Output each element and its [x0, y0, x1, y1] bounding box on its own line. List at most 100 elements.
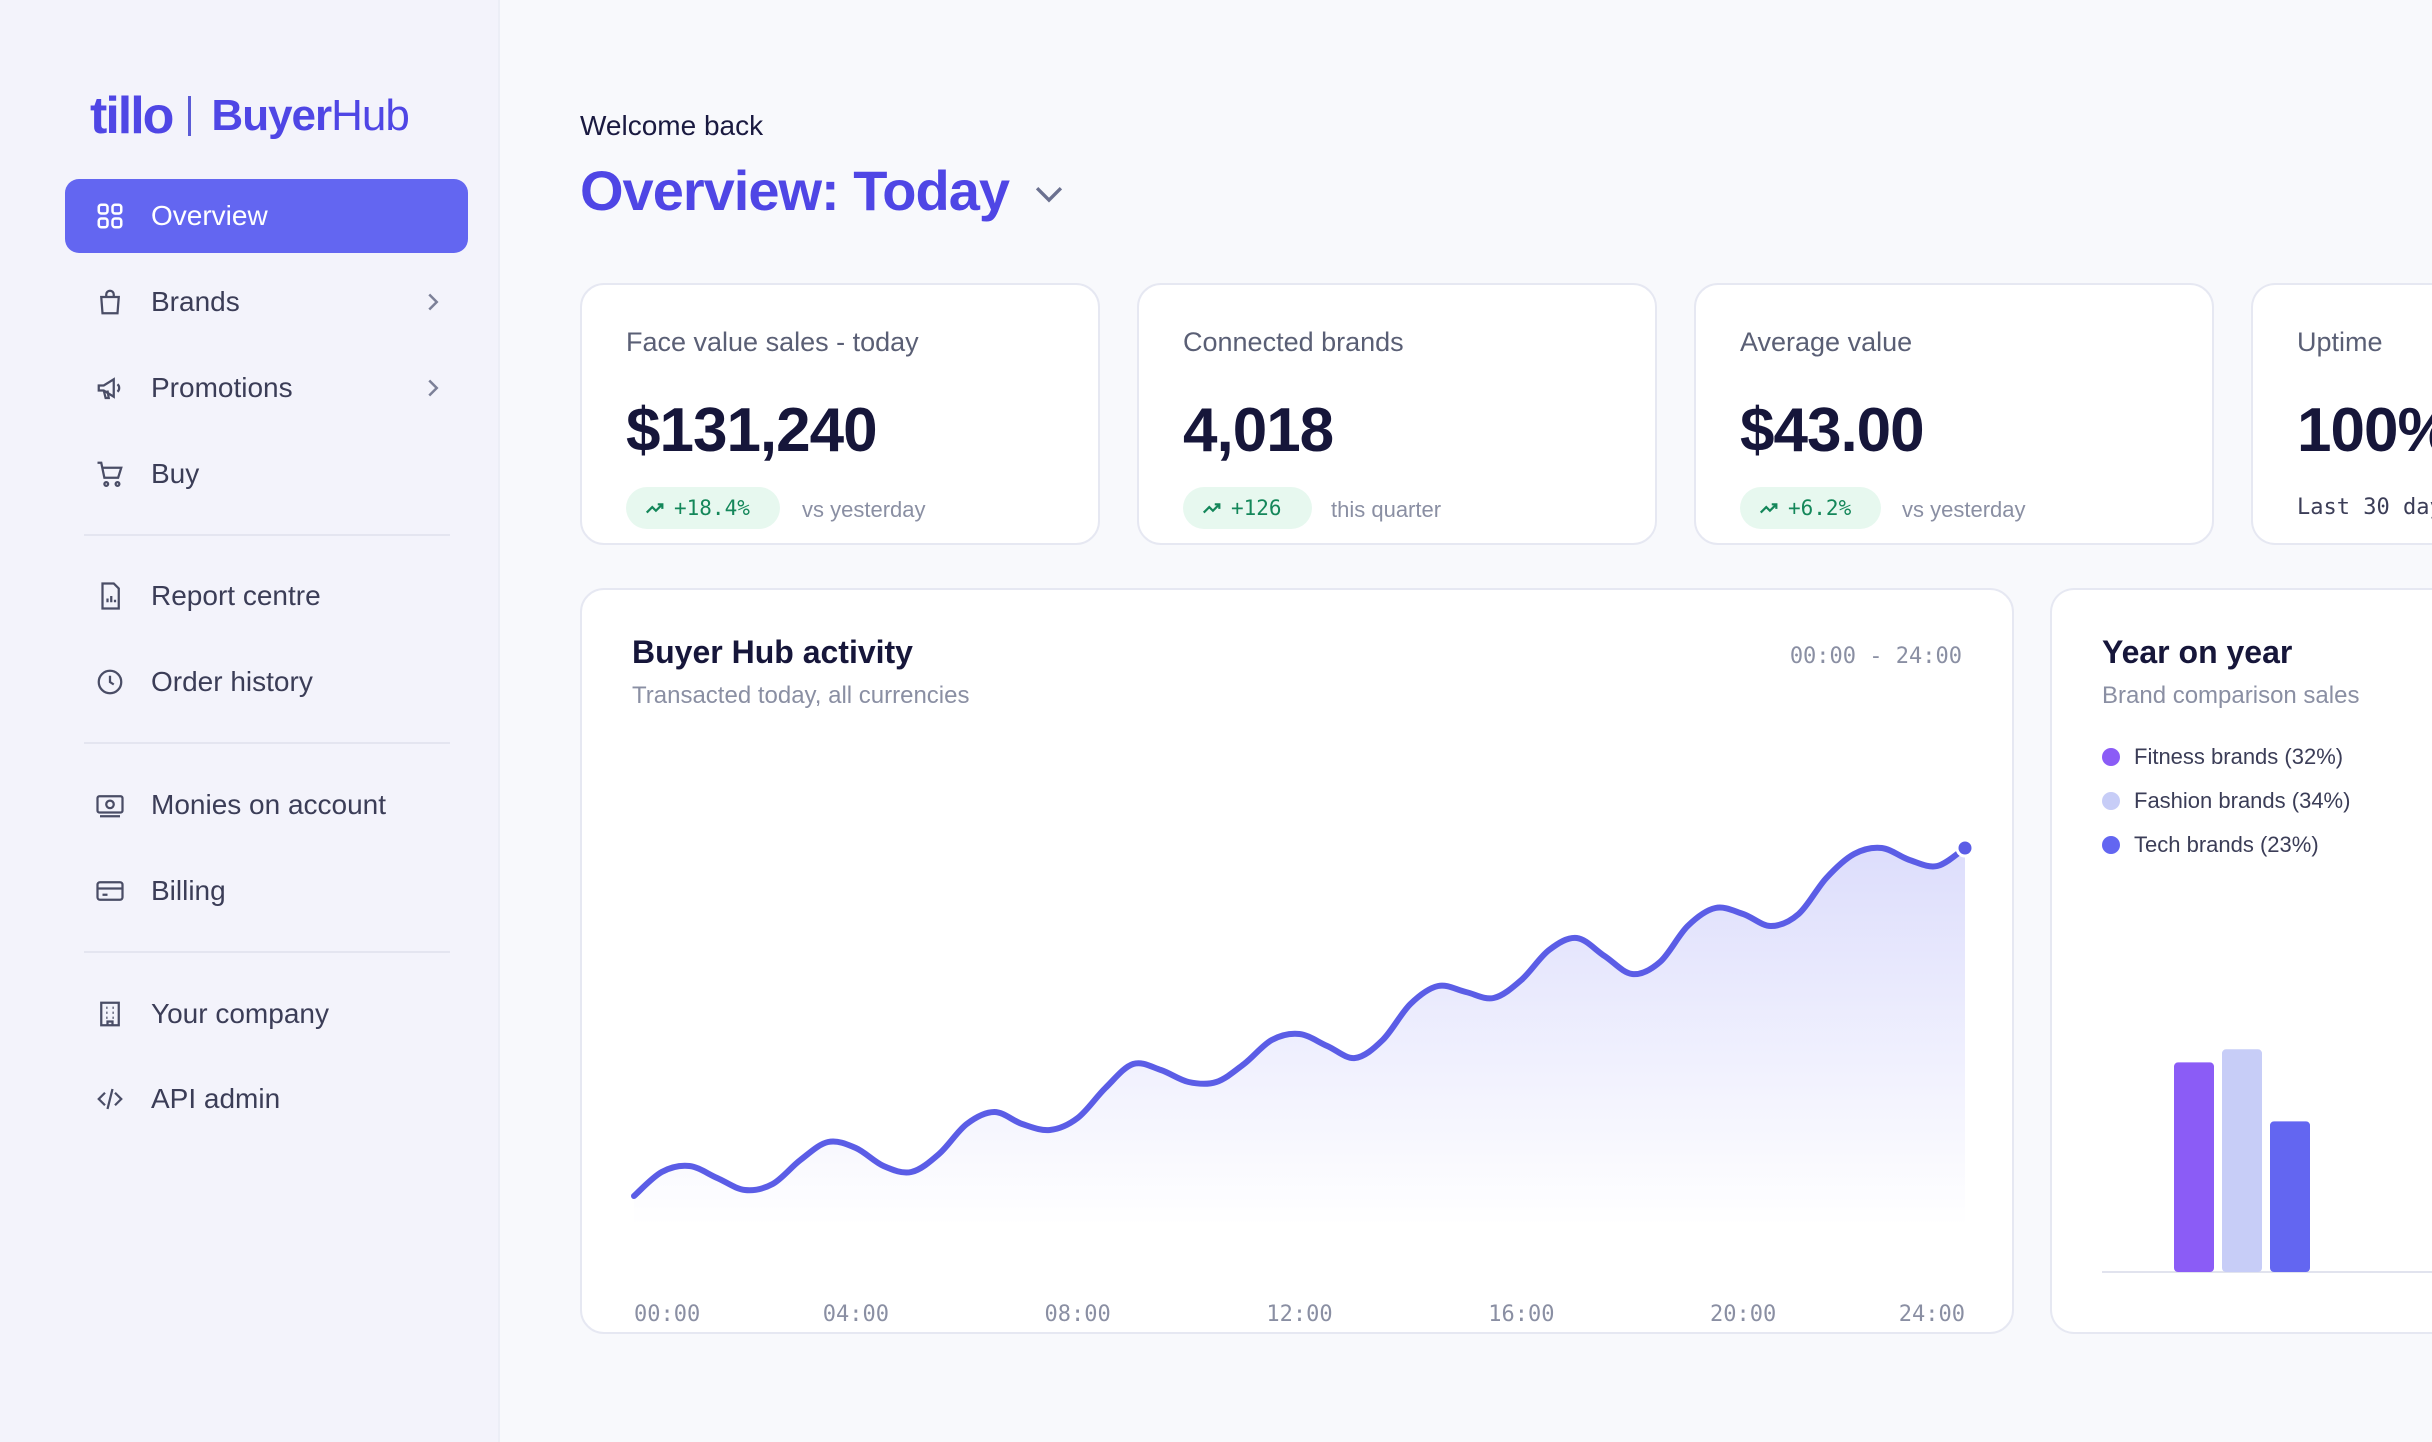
sidebar-item-label: Your company — [151, 998, 329, 1029]
bar-tech-brands[interactable] — [2270, 1121, 2310, 1272]
trend-badge-value: +6.2% — [1788, 496, 1852, 520]
trend-badge: +126 — [1183, 487, 1312, 529]
sidebar-item-promotions[interactable]: Promotions — [65, 351, 468, 425]
x-tick-label: 24:00 — [1898, 1302, 1965, 1327]
sidebar-item-api-admin[interactable]: API admin — [65, 1062, 468, 1136]
sidebar-item-buy[interactable]: Buy — [65, 437, 468, 511]
trend-badge: +18.4% — [626, 487, 780, 529]
grid-icon — [93, 199, 127, 233]
trend-up-icon — [645, 503, 664, 514]
chevron-right-icon — [428, 293, 439, 311]
trend-badge-value: +18.4% — [674, 496, 750, 520]
welcome-text: Welcome back — [580, 110, 764, 141]
legend-dot — [2102, 836, 2120, 854]
page-title: Overview: Today — [580, 159, 1010, 222]
trend-up-icon — [1202, 503, 1221, 514]
logo-separator — [188, 96, 192, 136]
chevron-down-icon[interactable] — [1028, 178, 1070, 212]
yoy-card: Year on year Brand comparison sales Fitn… — [2050, 588, 2432, 1334]
credit-card-icon — [93, 874, 127, 908]
logo-hub: Hub — [331, 91, 410, 140]
trend-badge: +6.2% — [1740, 487, 1882, 529]
sidebar-item-label: Order history — [151, 666, 313, 697]
kpi-value: 100% — [2297, 396, 2432, 465]
activity-title: Buyer Hub activity — [632, 634, 913, 670]
kpi-label: Uptime — [2297, 327, 2383, 357]
sidebar-item-label: Report centre — [151, 580, 321, 611]
sidebar-item-overview[interactable]: Overview — [65, 179, 468, 253]
cart-icon — [93, 457, 127, 491]
x-tick-label: 16:00 — [1488, 1302, 1555, 1327]
activity-end-point[interactable] — [1955, 838, 1975, 858]
cash-icon — [93, 788, 127, 822]
building-icon — [93, 997, 127, 1031]
sidebar-item-label: API admin — [151, 1083, 281, 1114]
kpi-note: Last 30 days — [2297, 495, 2432, 520]
legend-label: Fashion brands (34%) — [2134, 788, 2351, 813]
legend-item-tech[interactable]: Tech brands (23%) — [2102, 832, 2319, 858]
logo-buyer: Buyer — [211, 91, 332, 140]
yoy-title: Year on year — [2102, 634, 2293, 670]
legend-dot — [2102, 792, 2120, 810]
sidebar-item-monies-on-account[interactable]: Monies on account — [65, 768, 468, 842]
clock-icon — [93, 665, 127, 699]
nav-divider — [84, 534, 450, 536]
report-icon — [93, 579, 127, 613]
x-tick-label: 12:00 — [1266, 1302, 1333, 1327]
sidebar-item-label: Overview — [151, 200, 268, 231]
kpi-label: Connected brands — [1183, 327, 1404, 357]
x-tick-label: 04:00 — [822, 1302, 889, 1327]
kpi-note: vs yesterday — [1902, 497, 2026, 522]
shopping-bag-icon — [93, 285, 127, 319]
legend-label: Fitness brands (32%) — [2134, 744, 2344, 769]
sidebar-item-brands[interactable]: Brands — [65, 265, 468, 339]
nav-divider — [84, 742, 450, 744]
code-icon — [93, 1082, 127, 1116]
activity-subtitle: Transacted today, all currencies — [632, 682, 970, 709]
kpi-value: $43.00 — [1740, 396, 1925, 465]
yoy-subtitle: Brand comparison sales — [2102, 682, 2360, 709]
kpi-card-connected-brands: Connected brands 4,018 +126 this quarter — [1137, 283, 1657, 545]
sidebar-item-report-centre[interactable]: Report centre — [65, 559, 468, 633]
sidebar-item-label: Promotions — [151, 372, 293, 403]
sidebar-item-label: Brands — [151, 286, 240, 317]
sidebar-item-your-company[interactable]: Your company — [65, 977, 468, 1051]
sidebar-item-label: Billing — [151, 875, 226, 906]
bar-fashion-brands[interactable] — [2222, 1049, 2262, 1272]
sidebar-item-order-history[interactable]: Order history — [65, 645, 468, 719]
logo[interactable]: tillo Buyer Hub — [90, 86, 410, 146]
sidebar-item-label: Monies on account — [151, 789, 387, 820]
kpi-label: Average value — [1740, 327, 1913, 357]
kpi-value: $131,240 — [626, 396, 878, 465]
sidebar-item-label: Buy — [151, 458, 200, 489]
megaphone-icon — [93, 371, 127, 405]
activity-range[interactable]: 00:00 - 24:00 — [1789, 644, 1962, 669]
activity-chart — [631, 838, 1975, 1226]
trend-badge-value: +126 — [1231, 496, 1282, 520]
x-tick-label: 20:00 — [1710, 1302, 1777, 1327]
nav-divider — [84, 951, 450, 953]
yoy-bar-chart — [2102, 1049, 2432, 1273]
activity-card: Buyer Hub activity Transacted today, all… — [580, 588, 2014, 1334]
bar-fitness-brands[interactable] — [2174, 1062, 2214, 1272]
x-tick-label: 08:00 — [1044, 1302, 1111, 1327]
x-tick-label: 00:00 — [634, 1302, 701, 1327]
kpi-note: this quarter — [1331, 497, 1442, 522]
activity-line — [631, 844, 1968, 1199]
sidebar: tillo Buyer Hub Overview Brands Promotion… — [0, 0, 500, 1442]
trend-up-icon — [1759, 503, 1778, 514]
legend-item-fashion[interactable]: Fashion brands (34%) — [2102, 788, 2350, 814]
legend-item-fitness[interactable]: Fitness brands (32%) — [2102, 744, 2343, 770]
legend-dot — [2102, 748, 2120, 766]
kpi-note: vs yesterday — [802, 497, 926, 522]
kpi-card-average-value: Average value $43.00 +6.2% vs yesterday — [1694, 283, 2214, 545]
chevron-right-icon — [428, 379, 439, 397]
kpi-card-uptime: Uptime 100% Last 30 days — [2251, 283, 2432, 545]
kpi-value: 4,018 — [1183, 396, 1334, 465]
legend-label: Tech brands (23%) — [2134, 832, 2319, 857]
kpi-card-face-value-sales: Face value sales - today $131,240 +18.4%… — [580, 283, 1100, 545]
logo-tillo: tillo — [90, 87, 174, 145]
kpi-label: Face value sales - today — [626, 327, 919, 357]
sidebar-item-billing[interactable]: Billing — [65, 854, 468, 928]
